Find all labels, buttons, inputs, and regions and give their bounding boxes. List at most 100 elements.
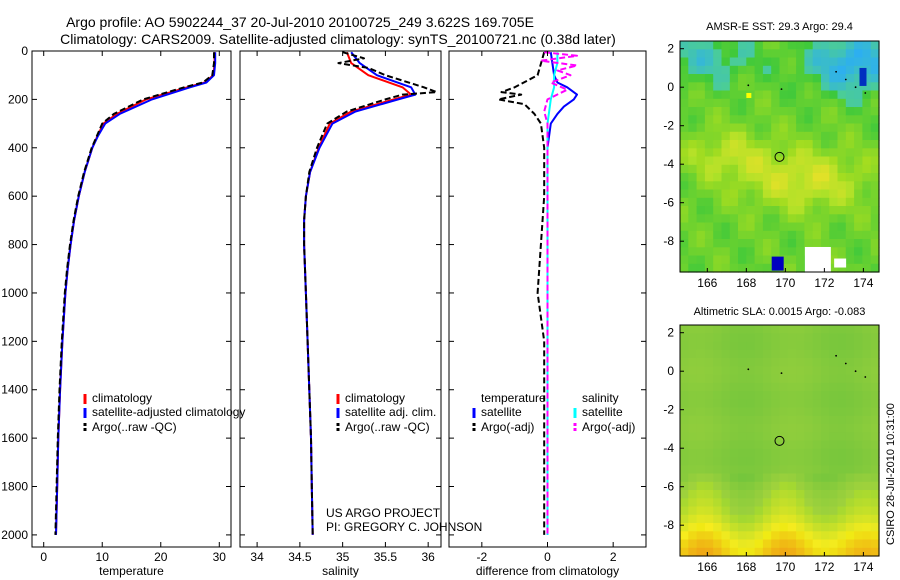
sla_map-cell (771, 490, 781, 499)
sla_map-cell (787, 366, 797, 376)
sla_map-cell (696, 424, 706, 433)
sla_map-cell (837, 498, 847, 508)
legend-argo-label: Argo(..raw -QC) (92, 420, 177, 434)
sla_map-cell (704, 399, 714, 409)
sla_map-cell (721, 539, 731, 549)
sla_map-cell (837, 391, 847, 400)
sst_map-cell (862, 197, 872, 207)
sst_map-cell (837, 65, 847, 75)
sst_map-cell (754, 115, 764, 125)
sst_map-cell (688, 98, 698, 108)
sla_map-cell (796, 382, 805, 392)
sst_map-cell (721, 239, 731, 248)
sst_map-cell (713, 90, 723, 100)
sst_map-cell (870, 41, 880, 50)
sla_map-cell (804, 490, 814, 499)
sla_map-cell (704, 481, 714, 491)
sla_map-cell (812, 424, 822, 433)
sla_map-cell (688, 391, 698, 400)
sla_map-cell (862, 490, 872, 499)
sla_map-cell (870, 391, 880, 400)
sla_map-cell (829, 366, 839, 376)
sla_map-cell (870, 539, 880, 549)
sla_map-cell (870, 432, 880, 442)
sla_map-cell (771, 465, 781, 475)
sla_map-cell (837, 358, 847, 367)
sla_map-cell (704, 514, 714, 524)
sst_map-cell (721, 214, 731, 224)
panel-salinity: 34 34.5 35 35.5 36 salinity (239, 50, 442, 578)
sst_map-cell (821, 140, 830, 149)
sst_map-island-dot (747, 84, 750, 87)
sla_map-cell (713, 473, 723, 483)
sst_map-cell (713, 197, 723, 207)
sla_map-cell (713, 514, 723, 524)
sla_map-cell (696, 440, 706, 450)
sst_map-cell (729, 90, 739, 100)
sla_map-cell (870, 457, 880, 466)
sst_map-cell (713, 98, 723, 108)
sla_map-cell (713, 407, 723, 417)
sst_map-cell (713, 74, 723, 83)
sla_map-cell (680, 539, 689, 549)
sla_map-cell (862, 457, 872, 466)
sst_map-cell (812, 74, 822, 83)
sst_map-cell (837, 189, 847, 199)
sst_map-cell (713, 189, 723, 199)
sst_map-cell (796, 90, 805, 100)
sst_map-cell (837, 247, 847, 257)
sst_map-cell (837, 49, 847, 59)
sla_map-cell (688, 481, 698, 491)
sst_map-cell (804, 222, 814, 232)
sla_map-cell (837, 432, 847, 442)
sla_map-cell (812, 374, 822, 384)
sla_map-cell (862, 473, 872, 483)
figure-title-line1: Argo profile: AO 5902244_37 20-Jul-2010 … (66, 14, 534, 30)
sst_map-cell (787, 230, 797, 240)
sla_map-cell (696, 506, 706, 516)
sla_map-cell (779, 514, 789, 524)
sst_map-cell (680, 255, 689, 265)
legend-sal-argo-label: Argo(..raw -QC) (345, 420, 430, 434)
sst_map-island-dot (844, 78, 847, 81)
sst_map-cell (729, 74, 739, 83)
sst_map-cell (721, 222, 731, 232)
sst_map-cell (837, 98, 847, 108)
sst_map-cell (729, 247, 739, 257)
sla_map-cell (870, 490, 880, 499)
sst_map-cell (845, 164, 855, 174)
sla_map-cell (746, 424, 756, 433)
sla_map-cell (746, 465, 756, 475)
sst_map-cell (812, 123, 822, 133)
sla_map-cell (738, 514, 747, 524)
sla_map-cell (738, 333, 747, 343)
sst_map-cell (754, 140, 764, 149)
sst_map-cell (812, 239, 822, 248)
sst_map-cell (829, 131, 839, 141)
sla_map-cell (680, 432, 689, 442)
sla_map-cell (829, 325, 839, 334)
sla_map-cell (696, 399, 706, 409)
sst_map-cell (704, 222, 714, 232)
sla_map-cell (729, 457, 739, 466)
sla_map-cell (704, 506, 714, 516)
sst_map-cell (738, 41, 747, 50)
sst_map-cell (812, 82, 822, 92)
sst_map-cell (713, 115, 723, 125)
sst_map-cell (771, 115, 781, 125)
sst_map-cell (870, 98, 880, 108)
sla_map-cell (713, 349, 723, 359)
sst_map-cell (704, 123, 714, 133)
sla_map-cell (713, 382, 723, 392)
panel-temperature: 0 10 20 30 temperature 0 200 400 600 800 1000 1200 1… (1, 44, 232, 578)
sla_map-cell (704, 349, 714, 359)
temperature-series-satellite-adjusted-climatology (55, 52, 217, 535)
sst_map-cell (862, 115, 872, 125)
sst-missing-data-2 (834, 258, 847, 268)
sst_map-cell (771, 98, 781, 108)
sla_map-cell (796, 457, 805, 466)
sla_map-cell (729, 490, 739, 499)
sla_map-cell (787, 531, 797, 541)
depth-tick-label: 200 (8, 92, 28, 106)
